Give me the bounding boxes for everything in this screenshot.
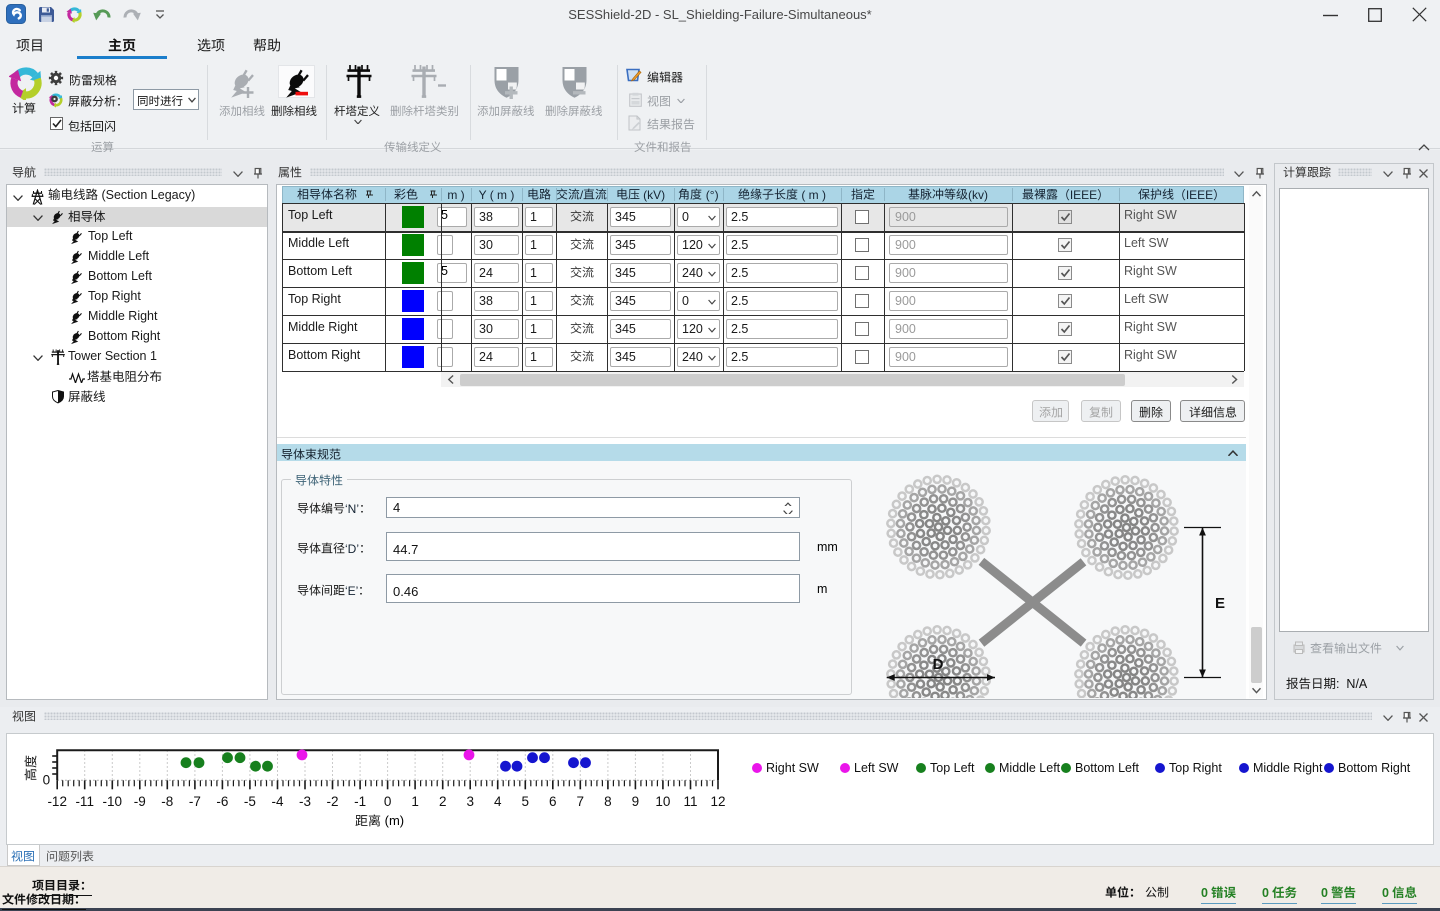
svg-text:1: 1 [411, 794, 419, 809]
svg-text:-12: -12 [47, 794, 67, 809]
svg-text:7: 7 [577, 794, 585, 809]
svg-text:9: 9 [632, 794, 640, 809]
svg-text:0: 0 [43, 772, 51, 787]
svg-text:-4: -4 [271, 794, 283, 809]
svg-text:10: 10 [655, 794, 670, 809]
svg-text:5: 5 [522, 794, 530, 809]
svg-text:0: 0 [384, 794, 392, 809]
svg-text:12: 12 [710, 794, 725, 809]
svg-text:-2: -2 [326, 794, 338, 809]
svg-text:-1: -1 [354, 794, 366, 809]
svg-text:8: 8 [604, 794, 612, 809]
svg-text:-9: -9 [134, 794, 146, 809]
svg-text:-6: -6 [216, 794, 228, 809]
svg-text:E: E [1215, 595, 1225, 612]
svg-text:2: 2 [439, 794, 447, 809]
svg-text:-8: -8 [161, 794, 173, 809]
svg-text:11: 11 [683, 794, 697, 809]
svg-text:D: D [933, 656, 944, 673]
svg-text:6: 6 [549, 794, 557, 809]
svg-text:3: 3 [466, 794, 474, 809]
svg-text:-5: -5 [244, 794, 256, 809]
svg-text:-11: -11 [75, 794, 94, 809]
svg-text:-10: -10 [103, 794, 123, 809]
svg-text:-3: -3 [299, 794, 311, 809]
svg-text:4: 4 [494, 794, 502, 809]
svg-text:-7: -7 [189, 794, 201, 809]
